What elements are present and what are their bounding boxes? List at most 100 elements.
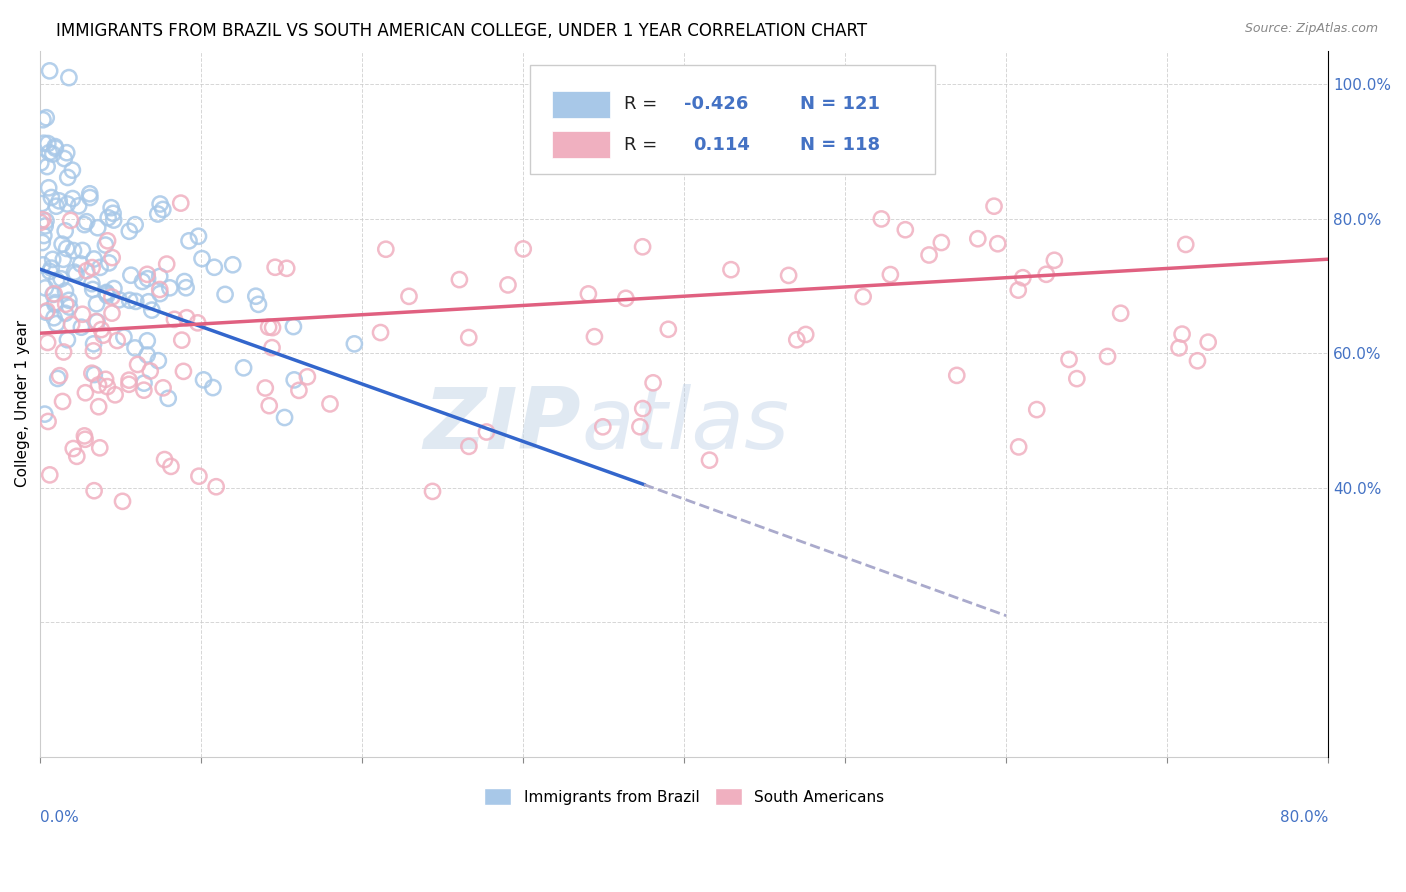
Point bbox=[83, 368, 105, 382]
Point bbox=[254, 381, 277, 395]
Point bbox=[136, 334, 159, 348]
Point bbox=[778, 268, 800, 283]
Point bbox=[987, 236, 1010, 251]
Text: N = 121: N = 121 bbox=[800, 95, 880, 113]
Point bbox=[76, 263, 98, 277]
Point bbox=[56, 333, 79, 347]
Point bbox=[631, 240, 654, 254]
Point bbox=[138, 294, 160, 309]
Point bbox=[35, 214, 58, 228]
Point bbox=[245, 289, 267, 303]
Point bbox=[879, 268, 901, 282]
Point bbox=[276, 261, 298, 276]
Point bbox=[90, 323, 112, 337]
Point bbox=[58, 70, 80, 85]
Point bbox=[32, 112, 55, 127]
Point bbox=[96, 288, 118, 302]
Point bbox=[152, 381, 174, 395]
Point bbox=[118, 293, 141, 308]
Point bbox=[131, 275, 153, 289]
Bar bbox=[551, 131, 610, 158]
Point bbox=[112, 330, 135, 344]
Point bbox=[82, 283, 104, 297]
Point bbox=[1011, 270, 1033, 285]
Point bbox=[1109, 306, 1132, 320]
Point bbox=[172, 364, 194, 378]
Text: 80.0%: 80.0% bbox=[1279, 810, 1329, 825]
Point bbox=[1187, 353, 1209, 368]
Point bbox=[136, 348, 159, 362]
Point bbox=[457, 330, 479, 344]
Point bbox=[72, 244, 94, 258]
Point bbox=[370, 326, 392, 340]
Point bbox=[38, 264, 60, 278]
Point bbox=[170, 196, 193, 211]
Point bbox=[55, 145, 77, 160]
Point bbox=[1057, 352, 1080, 367]
Point bbox=[931, 235, 953, 250]
Point bbox=[645, 153, 668, 168]
Point bbox=[105, 334, 128, 348]
Point bbox=[91, 328, 114, 343]
Point bbox=[94, 372, 117, 386]
Point bbox=[628, 419, 651, 434]
Point bbox=[34, 219, 56, 233]
Point bbox=[44, 295, 66, 310]
Point bbox=[118, 377, 141, 392]
Point bbox=[42, 287, 65, 301]
Point bbox=[283, 319, 305, 334]
Text: IMMIGRANTS FROM BRAZIL VS SOUTH AMERICAN COLLEGE, UNDER 1 YEAR CORRELATION CHART: IMMIGRANTS FROM BRAZIL VS SOUTH AMERICAN… bbox=[56, 22, 868, 40]
Point bbox=[297, 369, 319, 384]
Point bbox=[53, 152, 76, 166]
Point bbox=[141, 303, 163, 318]
Point bbox=[30, 156, 52, 170]
Text: R =: R = bbox=[624, 95, 662, 113]
Point bbox=[103, 282, 125, 296]
Point bbox=[75, 432, 97, 446]
Text: -0.426: -0.426 bbox=[685, 95, 748, 113]
Point bbox=[398, 289, 420, 303]
Point bbox=[69, 257, 91, 271]
Point bbox=[87, 377, 110, 392]
Point bbox=[193, 373, 215, 387]
Point bbox=[156, 257, 179, 271]
FancyBboxPatch shape bbox=[530, 65, 935, 174]
Point bbox=[918, 248, 941, 262]
Point bbox=[512, 242, 534, 256]
Point bbox=[124, 218, 146, 232]
Point bbox=[62, 244, 84, 258]
Point bbox=[160, 459, 183, 474]
Point bbox=[83, 252, 105, 266]
Point bbox=[1035, 268, 1057, 282]
Point bbox=[222, 258, 245, 272]
Point bbox=[41, 252, 63, 267]
Point bbox=[31, 235, 53, 250]
Point bbox=[449, 272, 471, 286]
Text: 0.0%: 0.0% bbox=[41, 810, 79, 825]
Point bbox=[247, 297, 270, 311]
Point bbox=[794, 327, 817, 342]
Point bbox=[1008, 440, 1031, 454]
Point bbox=[35, 305, 58, 319]
Point bbox=[100, 201, 122, 215]
Point bbox=[149, 269, 172, 284]
Point bbox=[82, 260, 104, 275]
Point bbox=[55, 284, 77, 298]
Point bbox=[343, 336, 366, 351]
Point bbox=[643, 376, 665, 390]
Point bbox=[174, 281, 197, 295]
Point bbox=[583, 329, 606, 343]
Point bbox=[41, 190, 63, 204]
Point bbox=[118, 224, 141, 238]
Point bbox=[89, 260, 111, 275]
Point bbox=[72, 307, 94, 321]
Point bbox=[283, 373, 305, 387]
Point bbox=[262, 320, 284, 334]
Point bbox=[37, 160, 59, 174]
Point bbox=[319, 397, 342, 411]
Point bbox=[67, 199, 90, 213]
Point bbox=[1097, 350, 1119, 364]
Point bbox=[1043, 253, 1066, 268]
Point bbox=[173, 275, 195, 289]
Point bbox=[39, 261, 62, 276]
